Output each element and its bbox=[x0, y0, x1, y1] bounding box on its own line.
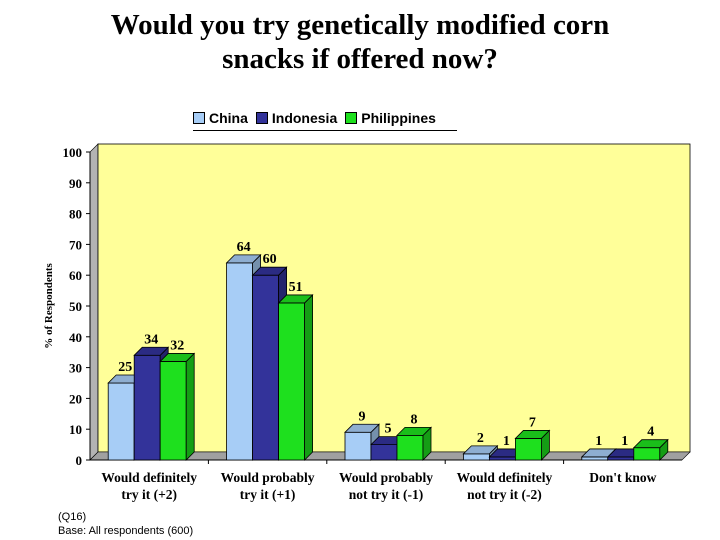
bar-top-indonesia-0 bbox=[133, 346, 170, 356]
x-tick-label-0-0: Would definitely bbox=[101, 470, 197, 485]
data-label-indonesia-3: 1 bbox=[503, 434, 510, 449]
y-tick-label: 50 bbox=[69, 299, 82, 314]
y-tick-label: 80 bbox=[69, 207, 82, 222]
bar-china-1 bbox=[226, 262, 254, 461]
data-label-philippines-0: 32 bbox=[170, 338, 184, 353]
data-label-china-0: 25 bbox=[118, 360, 132, 375]
legend-swatch-philippines bbox=[345, 112, 358, 124]
bar-china-2 bbox=[344, 431, 372, 461]
x-tick-label-1-1: try it (+1) bbox=[240, 487, 296, 502]
x-tick-label-3-0: Would definitely bbox=[457, 470, 553, 485]
bar-philippines-4 bbox=[633, 447, 661, 461]
bar-top-philippines-0 bbox=[159, 353, 196, 362]
bar-china-4 bbox=[581, 456, 609, 461]
chart-title-line-2: snacks if offered now? bbox=[222, 43, 498, 75]
bar-side-philippines-1 bbox=[304, 293, 314, 461]
bar-top-indonesia-1 bbox=[251, 266, 288, 276]
bar-indonesia-1 bbox=[252, 274, 280, 461]
data-label-indonesia-4: 1 bbox=[621, 434, 628, 449]
bar-top-philippines-2 bbox=[396, 426, 432, 436]
legend-item-china: China bbox=[193, 110, 248, 126]
bar-philippines-3 bbox=[515, 438, 542, 461]
legend: China Indonesia Philippines bbox=[193, 106, 457, 131]
legend-swatch-indonesia bbox=[255, 112, 268, 124]
x-tick-label-2-0: Would probably bbox=[339, 470, 433, 485]
data-label-indonesia-2: 5 bbox=[385, 422, 392, 437]
x-tick-label-1-0: Would probably bbox=[221, 470, 315, 485]
bar-philippines-0 bbox=[159, 361, 187, 461]
footnote-base: Base: All respondents (600) bbox=[58, 525, 194, 537]
data-label-philippines-1: 51 bbox=[289, 280, 303, 295]
data-label-indonesia-0: 34 bbox=[144, 332, 158, 347]
footnote-question: (Q16) bbox=[58, 511, 87, 523]
data-label-philippines-4: 4 bbox=[647, 425, 654, 440]
data-label-china-4: 1 bbox=[595, 434, 602, 449]
legend-label-indonesia: Indonesia bbox=[271, 110, 338, 126]
data-label-china-3: 2 bbox=[477, 431, 484, 446]
bar-philippines-2 bbox=[396, 434, 424, 461]
y-tick-label: 60 bbox=[69, 268, 82, 283]
bar-philippines-1 bbox=[278, 302, 306, 461]
x-tick-label-2-1: not try it (-1) bbox=[349, 487, 424, 502]
x-tick-label-3-1: not try it (-2) bbox=[467, 487, 542, 502]
bar-indonesia-2 bbox=[370, 444, 398, 461]
legend-item-philippines: Philippines bbox=[345, 110, 436, 126]
bar-indonesia-3 bbox=[488, 456, 516, 461]
bar-top-china-1 bbox=[225, 254, 262, 264]
bar-top-philippines-1 bbox=[277, 294, 314, 304]
data-label-china-1: 64 bbox=[237, 240, 251, 255]
x-tick-label-4-0: Don't know bbox=[589, 470, 656, 485]
chart-title-line-1: Would you try genetically modified corn bbox=[110, 9, 610, 41]
legend-swatch-china bbox=[193, 112, 205, 124]
x-tick-label-0-1: try it (+2) bbox=[121, 487, 177, 502]
y-tick-label: 20 bbox=[69, 391, 82, 406]
bar-indonesia-0 bbox=[133, 354, 161, 461]
y-tick-label: 40 bbox=[69, 330, 82, 345]
bar-top-china-3 bbox=[462, 445, 499, 455]
y-tick-label: 90 bbox=[69, 176, 82, 191]
footnote: (Q16) Base: All respondents (600) bbox=[58, 510, 193, 538]
y-tick-label: 10 bbox=[69, 422, 82, 437]
chart-title: Would you try genetically modified corn … bbox=[40, 8, 680, 76]
legend-label-philippines: Philippines bbox=[361, 110, 436, 126]
bar-top-china-2 bbox=[344, 423, 380, 433]
y-tick-label: 100 bbox=[63, 145, 83, 160]
y-tick-label: 30 bbox=[69, 361, 82, 376]
data-label-philippines-2: 8 bbox=[411, 412, 418, 427]
y-tick-label: 0 bbox=[76, 453, 83, 468]
bar-china-3 bbox=[462, 453, 490, 461]
legend-label-china: China bbox=[209, 110, 248, 126]
bar-china-0 bbox=[107, 382, 135, 461]
bar-top-philippines-3 bbox=[514, 430, 551, 439]
y-axis-label: % of Respondents bbox=[43, 263, 55, 349]
left-side-wall bbox=[89, 143, 99, 461]
bar-side-philippines-0 bbox=[185, 352, 195, 461]
data-label-philippines-3: 7 bbox=[529, 415, 536, 430]
data-label-indonesia-1: 60 bbox=[263, 252, 277, 267]
bar-top-philippines-4 bbox=[632, 439, 669, 449]
bar-indonesia-4 bbox=[607, 456, 635, 461]
data-label-china-2: 9 bbox=[359, 409, 366, 424]
y-tick-label: 70 bbox=[69, 237, 82, 252]
legend-item-indonesia: Indonesia bbox=[255, 110, 338, 126]
